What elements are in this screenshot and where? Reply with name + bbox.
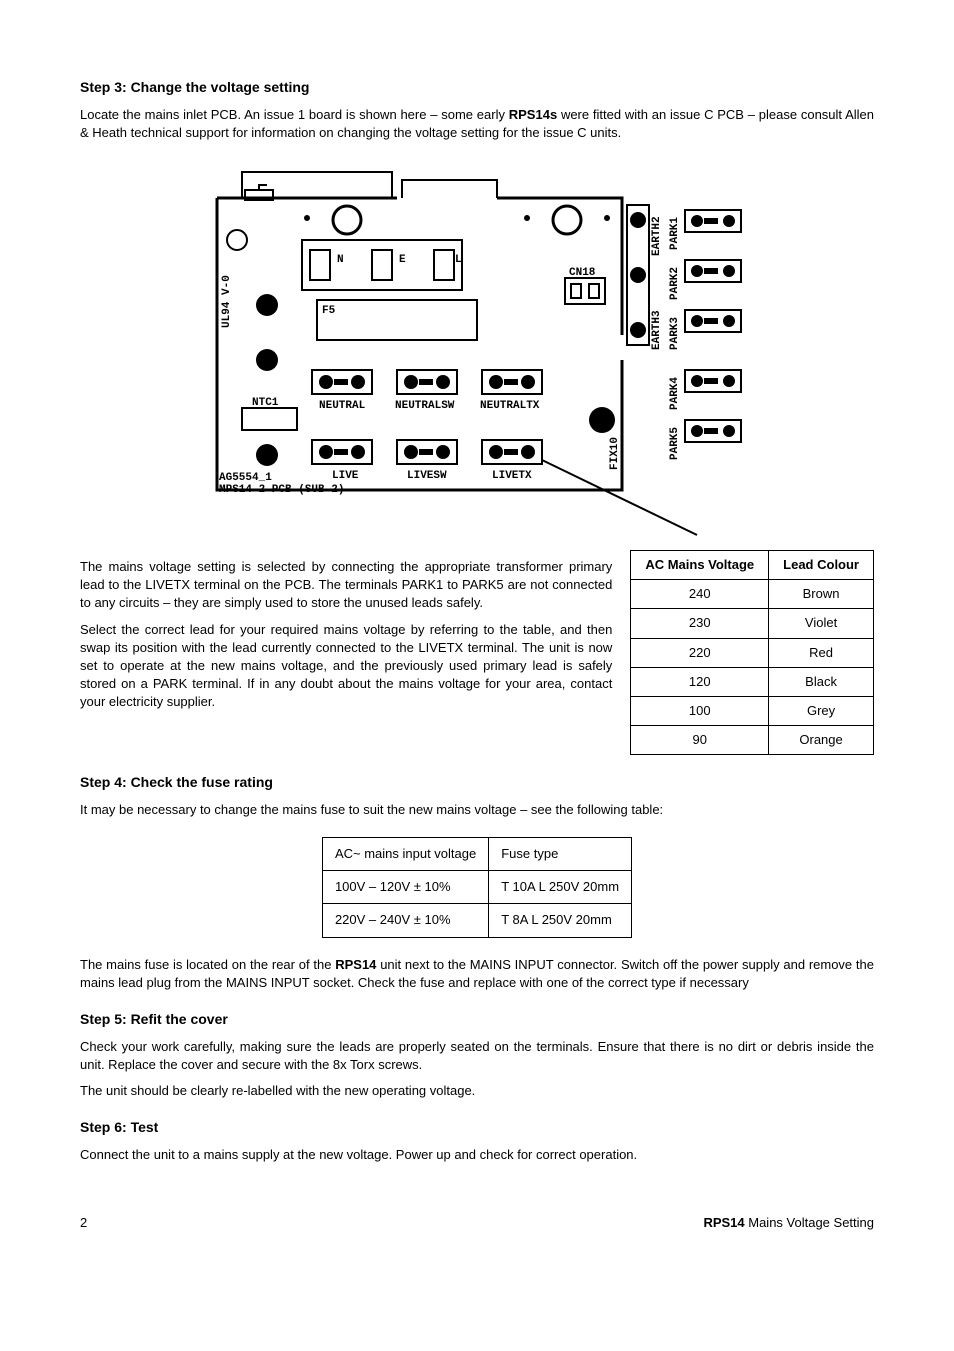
step3-para1: Locate the mains inlet PCB. An issue 1 b…: [80, 106, 874, 142]
label-park2: PARK2: [669, 267, 681, 300]
table-cell: Grey: [769, 696, 874, 725]
table-cell: T 8A L 250V 20mm: [489, 904, 632, 937]
table-row: 90Orange: [631, 726, 874, 755]
table-row: 230Violet: [631, 609, 874, 638]
label-earth2: EARTH2: [651, 216, 663, 256]
table-cell: 90: [631, 726, 769, 755]
table-cell: 230: [631, 609, 769, 638]
label-neutral: NEUTRAL: [319, 400, 366, 412]
step3-title: Step 3: Change the voltage setting: [80, 78, 874, 98]
vt-h0: AC Mains Voltage: [631, 550, 769, 579]
table-cell: Red: [769, 638, 874, 667]
table-cell: 240: [631, 580, 769, 609]
label-mps: MPS14-2 PCB (SUB 2): [219, 484, 344, 496]
table-row: 220V – 240V ± 10%T 8A L 250V 20mm: [322, 904, 631, 937]
step6-title: Step 6: Test: [80, 1118, 874, 1138]
table-row: 240Brown: [631, 580, 874, 609]
text: Locate the mains inlet PCB. An issue 1 b…: [80, 107, 509, 122]
label-livesw: LIVESW: [407, 470, 447, 482]
label-park1: PARK1: [669, 217, 681, 250]
table-cell: Violet: [769, 609, 874, 638]
table-cell: 100: [631, 696, 769, 725]
text: The mains fuse is located on the rear of…: [80, 957, 335, 972]
table-row: 100Grey: [631, 696, 874, 725]
fuse-table: AC~ mains input voltage Fuse type 100V –…: [322, 837, 632, 938]
voltage-table: AC Mains Voltage Lead Colour 240Brown230…: [630, 550, 874, 755]
text-bold: RPS14s: [509, 107, 557, 122]
label-n: N: [337, 254, 344, 266]
step4-para1: It may be necessary to change the mains …: [80, 801, 874, 819]
label-park5: PARK5: [669, 427, 681, 460]
label-livetx: LIVETX: [492, 470, 532, 482]
label-park3: PARK3: [669, 317, 681, 350]
footer: 2 RPS14 Mains Voltage Setting: [80, 1214, 874, 1232]
step6-para1: Connect the unit to a mains supply at th…: [80, 1146, 874, 1164]
doc-title: RPS14 Mains Voltage Setting: [703, 1214, 874, 1232]
vt-h1: Lead Colour: [769, 550, 874, 579]
table-row: 220Red: [631, 638, 874, 667]
pcb-diagram: .st { stroke:#000; stroke-width:2; fill:…: [197, 160, 757, 540]
table-cell: 220V – 240V ± 10%: [322, 904, 488, 937]
label-fix10: FIX10: [609, 437, 621, 470]
label-park4: PARK4: [669, 377, 681, 410]
step5-title: Step 5: Refit the cover: [80, 1010, 874, 1030]
step5-para1: Check your work carefully, making sure t…: [80, 1038, 874, 1074]
step5-para2: The unit should be clearly re-labelled w…: [80, 1082, 874, 1100]
label-neutralsw: NEUTRALSW: [395, 400, 455, 412]
ft-h0: AC~ mains input voltage: [322, 838, 488, 871]
table-cell: Orange: [769, 726, 874, 755]
label-f5: F5: [322, 305, 336, 317]
label-ntc1: NTC1: [252, 397, 279, 409]
label-e: E: [399, 254, 406, 266]
table-row: 120Black: [631, 667, 874, 696]
table-cell: Black: [769, 667, 874, 696]
table-cell: 100V – 120V ± 10%: [322, 871, 488, 904]
table-cell: 120: [631, 667, 769, 696]
text-bold: RPS14: [335, 957, 376, 972]
label-earth3: EARTH3: [651, 310, 663, 350]
label-ul94: UL94 V-0: [221, 275, 233, 328]
label-cn18: CN18: [569, 267, 596, 279]
table-cell: Brown: [769, 580, 874, 609]
step3-para2: The mains voltage setting is selected by…: [80, 558, 612, 613]
step4-para2: The mains fuse is located on the rear of…: [80, 956, 874, 992]
table-row: 100V – 120V ± 10%T 10A L 250V 20mm: [322, 871, 631, 904]
table-cell: 220: [631, 638, 769, 667]
page-number: 2: [80, 1214, 87, 1232]
label-neutraltx: NEUTRALTX: [480, 400, 540, 412]
text: Mains Voltage Setting: [745, 1215, 874, 1230]
text-bold: RPS14: [703, 1215, 744, 1230]
label-live: LIVE: [332, 470, 359, 482]
ft-h1: Fuse type: [489, 838, 632, 871]
step4-title: Step 4: Check the fuse rating: [80, 773, 874, 793]
table-cell: T 10A L 250V 20mm: [489, 871, 632, 904]
step3-para3: Select the correct lead for your require…: [80, 621, 612, 712]
label-ag: AG5554_1: [219, 472, 272, 484]
label-l: L: [455, 254, 462, 266]
